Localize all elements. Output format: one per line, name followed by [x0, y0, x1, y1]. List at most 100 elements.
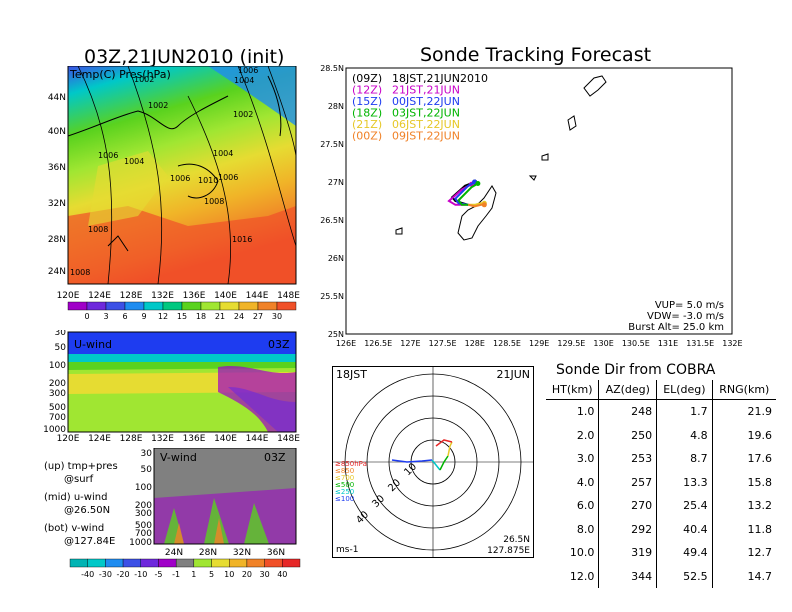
colorbar-tick: 30 — [272, 312, 282, 321]
colorbar-swatch — [264, 558, 283, 568]
surface-map: 1006 1004 1002 1002 1002 1006 1004 1004 … — [48, 66, 300, 321]
lon-tick-label: 130E — [593, 339, 613, 348]
polar-lat: 26.5N — [503, 535, 530, 545]
lat-tick-label: 24N — [48, 267, 66, 277]
isobar-label: 1002 — [233, 110, 253, 119]
table-cell: 21.9 — [711, 399, 776, 424]
legend-time: 03JST,22JUN — [392, 107, 460, 120]
table-cell: 40.4 — [656, 517, 713, 541]
table-cell: 49.4 — [656, 541, 713, 565]
note-line: (mid) u-wind — [44, 492, 108, 503]
wind-colorbar: -40 -30 -20 -10 -5 -1 1 5 10 20 30 40 — [69, 558, 301, 579]
colorbar-tick: 9 — [141, 312, 146, 321]
colorbar-swatch — [69, 558, 88, 568]
lat-tick-label: 26N — [328, 254, 344, 263]
lat-tick-label: 28.5N — [320, 64, 344, 73]
lon-tick-label: 129E — [529, 339, 549, 348]
track-endpoint — [475, 181, 481, 187]
pressure-tick-label: 100 — [135, 483, 152, 493]
isobar-label: 1010 — [198, 176, 218, 185]
isobar-label: 1008 — [70, 268, 90, 277]
colorbar-tick: 1 — [191, 570, 196, 579]
lat-tick-label: 28N — [328, 102, 344, 111]
lon-tick-label: 144E — [246, 434, 269, 442]
table-cell: 10.0 — [569, 546, 595, 560]
colorbar-tick: -40 — [81, 570, 94, 579]
lat-tick-label: 44N — [48, 93, 66, 103]
table-header-row: HT(km) AZ(deg) EL(deg) RNG(km) — [546, 380, 776, 400]
pressure-tick-label: 500 — [49, 403, 66, 413]
colorbar-tick: 5 — [209, 570, 214, 579]
table-cell: 8.0 — [576, 522, 595, 536]
note-line: @26.50N — [64, 505, 111, 516]
colorbar-swatch — [105, 558, 124, 568]
v-wind-panel: V-wind 03Z 24N 28N 32N 36N — [153, 448, 297, 558]
table-row: 4.0 257 13.3 15.8 — [546, 470, 776, 494]
table-cell: 13.3 — [656, 470, 713, 494]
colorbar-swatch — [229, 558, 248, 568]
table-cell: 344 — [598, 564, 657, 588]
isobar-label: 1006 — [98, 151, 118, 160]
legend-code: (00Z) — [352, 130, 382, 143]
colorbar-tick: 40 — [277, 570, 287, 579]
lon-tick-label: 130.5E — [622, 339, 650, 348]
colorbar-tick: 12 — [158, 312, 168, 321]
lat-tick-label: 36N — [48, 163, 66, 173]
lat-tick-label: 32N — [48, 199, 66, 209]
lon-tick-label: 124E — [88, 291, 111, 301]
colorbar-swatch — [105, 301, 126, 311]
colorbar-tick: 0 — [84, 312, 89, 321]
pressure-tick-label: 1000 — [43, 425, 66, 435]
table-cell: 13.2 — [711, 494, 776, 518]
track-endpoint — [481, 202, 487, 208]
column-header: EL(deg) — [656, 380, 713, 400]
colorbar-tick: 6 — [122, 312, 127, 321]
v-wind-time: 03Z — [264, 451, 286, 464]
u-wind-label: U-wind — [74, 338, 112, 351]
pressure-tick-label: 700 — [135, 529, 152, 539]
isobar-label: 1002 — [134, 75, 154, 84]
lon-tick-label: 132E — [722, 339, 742, 348]
pressure-tick-label: 700 — [49, 413, 66, 423]
colorbar-tick: -30 — [99, 570, 112, 579]
lat-tick-label: 25.5N — [320, 292, 344, 301]
lat-tick-label: 28N — [199, 548, 217, 558]
lat-tick-label: 28N — [48, 235, 66, 245]
isobar-label: 1002 — [148, 101, 168, 110]
isobar-label: 1008 — [88, 225, 108, 234]
lat-tick-label: 25N — [328, 330, 344, 339]
colorbar-swatch — [181, 301, 202, 311]
pressure-legend-item: ≥850hPa — [335, 460, 367, 468]
table-row: 12.0 344 52.5 14.7 — [546, 564, 776, 588]
colorbar-swatch — [211, 558, 230, 568]
pressure-tick-label: 50 — [55, 343, 67, 353]
legend-code: (12Z) — [352, 84, 382, 97]
table-cell: 1.0 — [576, 405, 595, 419]
isobar-label: 1006 — [170, 174, 190, 183]
isobar-label: 1006 — [238, 66, 258, 75]
table-cell: 257 — [598, 470, 657, 494]
okinawa-island — [457, 185, 497, 241]
legend-time: 00JST,22JUN — [392, 95, 460, 108]
column-header: AZ(deg) — [598, 380, 657, 400]
colorbar-swatch — [282, 558, 301, 568]
lon-tick-label: 128E — [120, 291, 143, 301]
legend-code: (09Z) — [352, 72, 382, 85]
legend-time: 18JST,21JUN2010 — [392, 72, 488, 85]
legend-code: (15Z) — [352, 95, 382, 108]
table-cell: 270 — [598, 494, 657, 518]
colorbar-tick: 15 — [177, 312, 187, 321]
colorbar-tick: 20 — [242, 570, 252, 579]
pressure-tick-label: 300 — [135, 509, 152, 519]
colorbar-tick: 21 — [215, 312, 225, 321]
polar-time-left: 18JST — [336, 368, 367, 381]
lat-tick-label: 27N — [328, 178, 344, 187]
table-cell: 2.0 — [576, 428, 595, 442]
left-title: 03Z,21JUN2010 (init) — [84, 46, 285, 68]
track-line — [457, 182, 479, 206]
panel-notes: (up) tmp+pres @surf (mid) u-wind @26.50N… — [44, 460, 118, 548]
lon-tick-label: 144E — [246, 291, 269, 301]
table-cell: 17.6 — [711, 447, 776, 471]
colorbar-swatch — [86, 301, 107, 311]
